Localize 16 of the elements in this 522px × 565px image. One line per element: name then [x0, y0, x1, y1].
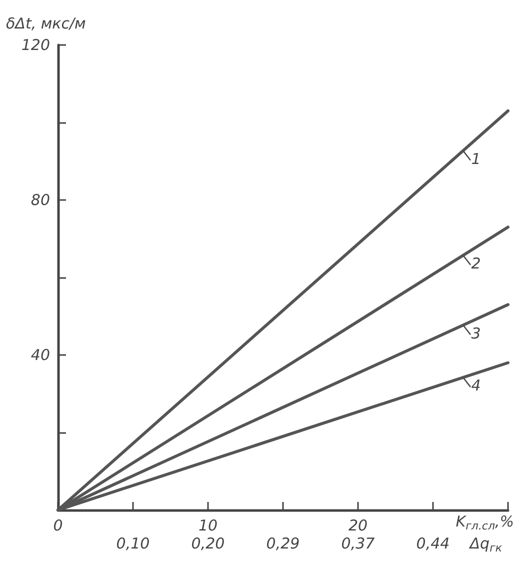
y-axis-title: δΔt, мкс/м: [6, 14, 86, 32]
series-label: 4: [471, 376, 481, 395]
text: 0,44: [416, 534, 450, 552]
series-label: 1: [471, 150, 481, 168]
y-tick-label: 80: [30, 191, 50, 209]
x-tick-label: 0: [53, 516, 63, 534]
series-label: 2: [471, 254, 481, 273]
series-label: 3: [471, 324, 481, 342]
y-tick-label: 120: [21, 36, 50, 54]
text: 0,29: [266, 534, 300, 552]
text: 0,20: [191, 534, 225, 552]
text: 0,10: [116, 534, 150, 552]
x-tick-label: 10: [198, 516, 218, 534]
y-tick-label: 40: [30, 346, 50, 364]
x-tick-label: 20: [348, 516, 368, 534]
text: 0,37: [341, 534, 376, 552]
